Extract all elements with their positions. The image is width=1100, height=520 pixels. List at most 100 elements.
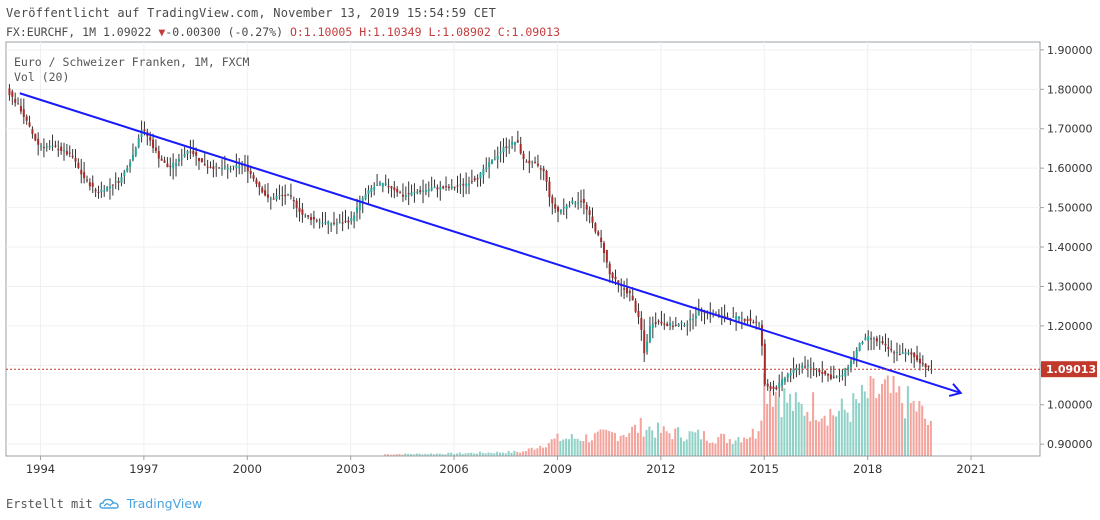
candle-body — [479, 172, 482, 179]
volume-bar — [872, 378, 875, 456]
down-triangle-icon: ▼ — [158, 25, 166, 39]
candle-body — [123, 171, 126, 176]
volume-bar — [496, 451, 499, 456]
candle-body — [209, 167, 212, 169]
candle-body — [183, 154, 186, 157]
candle-body — [330, 223, 333, 226]
volume-bar — [553, 438, 556, 456]
y-axis[interactable]: 1.90000 1.80000 1.70000 1.60000 1.50000 1.400… — [1040, 44, 1097, 451]
candle-body — [786, 374, 789, 378]
x-tick-label: 2018 — [853, 462, 882, 476]
x-axis[interactable]: 1994 1997 2000 2003 2006 2009 2012 2015 2018 2021 — [6, 455, 1040, 476]
candle-body — [186, 150, 189, 154]
symbol-label[interactable]: FX:EURCHF, 1M — [6, 25, 97, 39]
candles — [8, 84, 933, 398]
candle-body — [355, 207, 358, 214]
x-tick-label: 1994 — [26, 462, 55, 476]
candle-body — [824, 370, 827, 375]
candle-body — [755, 321, 758, 323]
candle-body — [766, 383, 769, 387]
volume-bar — [461, 453, 464, 456]
y-tick-label: 1.70000 — [1047, 123, 1093, 136]
tradingview-brand[interactable]: TradingView — [126, 496, 203, 511]
candle-body — [749, 318, 752, 322]
volume-bar — [863, 391, 866, 456]
candle-body — [373, 187, 376, 190]
candle-body — [522, 153, 525, 160]
candle-body — [904, 352, 907, 355]
candle-body — [63, 150, 66, 152]
y-tick-label: 1.80000 — [1047, 83, 1093, 96]
candle-body — [628, 291, 631, 293]
candle-body — [689, 318, 692, 321]
volume-bar — [806, 411, 809, 456]
candle-body — [870, 338, 873, 340]
trendline[interactable] — [19, 92, 963, 397]
candle-body — [597, 231, 600, 236]
created-with-label: Erstellt mit — [6, 496, 93, 511]
volume-bar — [645, 430, 648, 456]
candle-body — [752, 321, 755, 323]
candle-body — [301, 209, 304, 215]
volume-bar — [582, 441, 585, 456]
candle-body — [430, 187, 433, 191]
candle-body — [783, 378, 786, 382]
candle-body — [890, 348, 893, 350]
candle-body — [350, 218, 353, 222]
candle-body — [872, 338, 875, 340]
volume-bar — [906, 386, 909, 456]
volume-bar — [674, 428, 677, 456]
volume-bar — [562, 439, 565, 456]
volume-bar — [708, 442, 711, 456]
volume-bar — [556, 433, 559, 456]
volume-bar — [430, 453, 433, 456]
candle-body — [916, 355, 919, 361]
volume-bar — [593, 433, 596, 456]
candle-body — [327, 221, 330, 225]
candle-body — [396, 189, 399, 193]
candle-body — [496, 155, 499, 160]
candle-body — [154, 147, 157, 151]
volume-bar — [783, 388, 786, 456]
volume-bar — [622, 434, 625, 456]
candle-body — [901, 352, 904, 354]
candle-body — [781, 379, 784, 386]
candle-body — [918, 358, 921, 364]
candle-body — [175, 163, 178, 166]
candle-body — [318, 221, 321, 223]
volume-bar — [384, 454, 387, 456]
volume-bar — [794, 392, 797, 456]
candle-body — [106, 187, 109, 191]
candle-body — [895, 351, 898, 353]
volume-bar — [875, 398, 878, 456]
volume-bar — [599, 429, 602, 456]
candle-body — [88, 182, 91, 187]
volume-bar — [435, 453, 438, 456]
candle-body — [511, 141, 514, 145]
trendline-arrow-icon — [948, 383, 963, 397]
candle-body — [646, 341, 649, 352]
volume-bar — [720, 433, 723, 456]
volume-bar — [691, 431, 694, 456]
candle-body — [258, 182, 261, 188]
volume-bar — [898, 386, 901, 456]
candle-body — [490, 159, 493, 164]
price-chart[interactable]: 1.90000 1.80000 1.70000 1.60000 1.50000 1.400… — [0, 0, 1100, 490]
candle-body — [864, 337, 867, 340]
change-value: -0.00300 (-0.27%) — [165, 25, 283, 39]
volume-bar — [648, 426, 651, 456]
candle-body — [634, 300, 637, 312]
candle-body — [229, 168, 232, 170]
candle-body — [887, 346, 890, 349]
volume-bar — [748, 437, 751, 456]
candle-body — [881, 341, 884, 344]
candle-body — [832, 376, 835, 378]
volume-bar — [441, 454, 444, 456]
volume-bar — [421, 454, 424, 456]
candle-body — [907, 352, 910, 354]
candle-body — [447, 186, 450, 189]
candle-body — [235, 165, 238, 169]
volume-bar — [869, 375, 872, 456]
candle-body — [353, 215, 356, 221]
candle-body — [562, 206, 565, 209]
